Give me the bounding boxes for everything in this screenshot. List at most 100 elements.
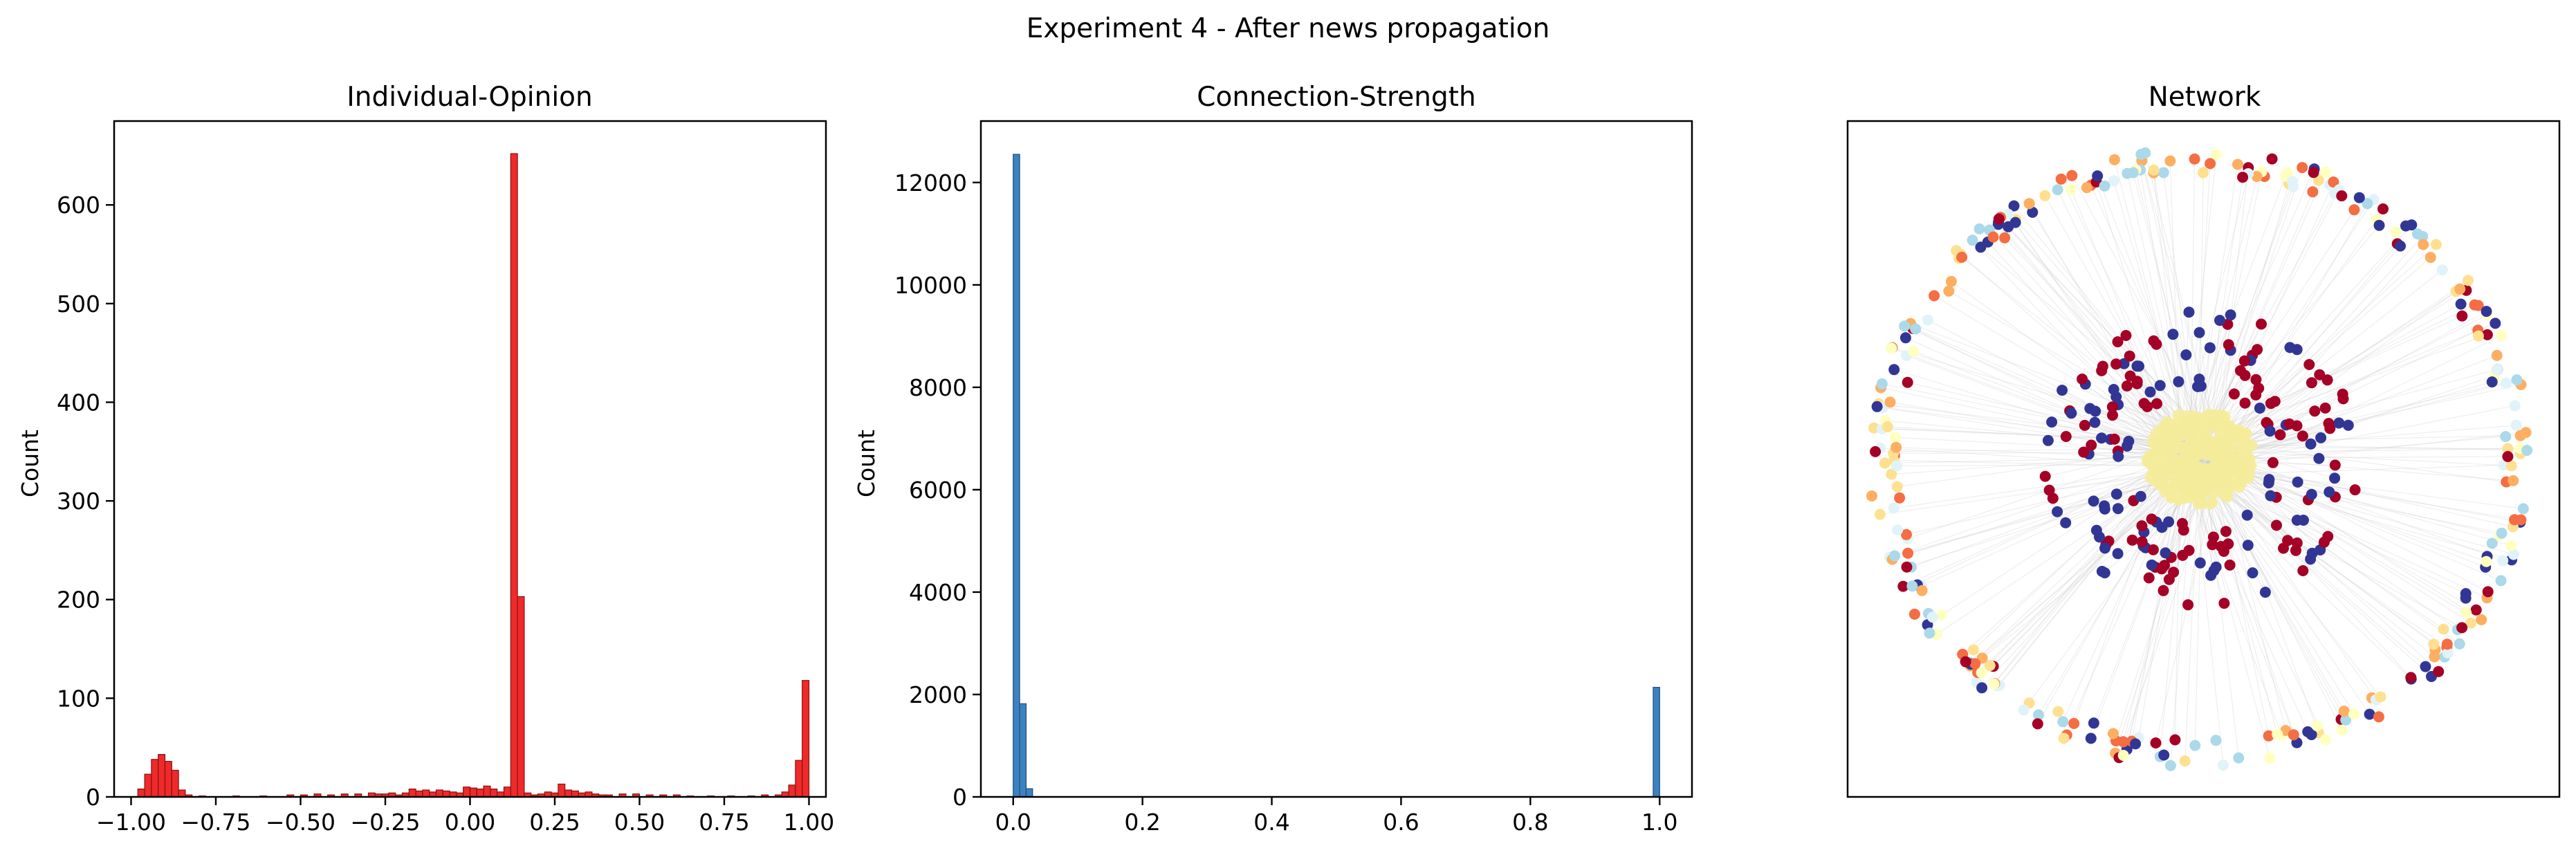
network-node	[2126, 534, 2138, 546]
network-core-node	[2235, 426, 2247, 438]
network-edge	[2090, 185, 2208, 446]
network-node	[2337, 388, 2348, 400]
network-node	[2390, 226, 2402, 237]
network-node	[2263, 730, 2274, 742]
network-edge	[1973, 455, 2180, 650]
network-node	[1908, 345, 1920, 357]
network-core-node	[2177, 486, 2189, 498]
network-node	[2428, 638, 2440, 650]
network-core-node	[2167, 460, 2179, 472]
network-edge	[2118, 471, 2218, 758]
network-node	[2003, 221, 2014, 232]
network-node	[1988, 678, 2000, 690]
opinion-ytick-label: 500	[57, 291, 100, 318]
network-node	[2135, 490, 2146, 502]
opinion-bar	[802, 680, 810, 798]
network-node	[1902, 376, 1913, 388]
network-node	[2193, 380, 2205, 392]
network-core-cluster	[2142, 408, 2258, 510]
network-node	[1891, 481, 1903, 493]
network-node	[2336, 190, 2348, 202]
network-node	[1890, 460, 1902, 472]
strength-histogram: Connection-Strength Count 0.0 0.2 0.4 0.6 0.…	[853, 82, 1693, 836]
network-edge	[1882, 428, 2193, 442]
network-node	[2218, 598, 2230, 609]
network-node	[1976, 667, 1987, 679]
opinion-bar	[442, 790, 450, 798]
network-core-node	[2155, 432, 2167, 444]
network-core-node	[2155, 471, 2166, 483]
figure-title: Experiment 4 - After news propagation	[1027, 13, 1550, 44]
network-node	[2158, 585, 2169, 596]
network-edge	[1877, 406, 2199, 458]
network-edge	[2207, 456, 2501, 581]
network-node	[2373, 711, 2384, 723]
network-node	[1902, 547, 1914, 559]
network-node	[2068, 717, 2080, 729]
network-node	[2039, 190, 2051, 201]
network-node	[2377, 203, 2389, 214]
network-node	[2173, 376, 2184, 387]
network-node	[2180, 349, 2192, 360]
network-node	[1890, 441, 1902, 453]
network-node	[1974, 223, 1985, 235]
network-node	[2122, 440, 2133, 452]
network-node	[1899, 332, 1911, 344]
network-edge	[2185, 304, 2475, 446]
network-node	[2303, 359, 2315, 370]
network-node	[2066, 183, 2077, 195]
strength-xtick-label: 0.0	[995, 809, 1031, 836]
network-node	[2043, 484, 2055, 496]
network-node	[1901, 561, 1913, 573]
network-node	[2110, 391, 2122, 403]
network-node	[2039, 470, 2051, 482]
network-node	[2205, 158, 2216, 169]
network-node	[2158, 167, 2169, 178]
network-edge	[2209, 459, 2486, 568]
network-node	[2189, 153, 2200, 165]
network-node	[2127, 167, 2139, 178]
network-node	[2084, 403, 2096, 414]
network-edge	[1907, 445, 2181, 540]
opinion-xtick-label: −0.25	[350, 809, 420, 836]
network-node	[2136, 520, 2148, 532]
network-node	[2313, 452, 2325, 464]
network-node	[1886, 468, 1897, 480]
network-node	[2254, 403, 2265, 414]
network-core-node	[2211, 419, 2223, 431]
opinion-bar	[795, 760, 803, 798]
network-node	[2121, 380, 2133, 392]
opinion-ytick-label: 400	[57, 389, 100, 416]
opinion-bar	[510, 153, 518, 798]
network-node	[2315, 432, 2327, 443]
network-node	[2305, 438, 2317, 450]
opinion-bar	[144, 773, 152, 798]
network-node	[2130, 738, 2142, 750]
network-node	[2284, 342, 2296, 353]
opinion-bar	[558, 783, 566, 798]
network-edge	[2131, 466, 2182, 742]
network-edge	[2185, 154, 2217, 450]
network-node	[2267, 457, 2279, 468]
network-node	[2430, 239, 2442, 250]
network-core-node	[2184, 452, 2196, 464]
network-node	[2099, 180, 2110, 192]
network-node	[2136, 536, 2148, 548]
network-core-node	[2165, 419, 2177, 430]
network-edge	[2200, 470, 2449, 654]
network-node	[2207, 539, 2218, 551]
network-node	[1908, 608, 1920, 620]
network-node	[2066, 407, 2077, 419]
network-node	[2456, 310, 2468, 322]
network-node	[2156, 522, 2168, 533]
opinion-bar	[422, 789, 430, 798]
strength-histogram-title: Connection-Strength	[1197, 82, 1475, 113]
network-node	[2338, 706, 2350, 717]
network-node	[2517, 503, 2529, 515]
network-node	[2486, 537, 2498, 549]
network-edge	[2093, 464, 2193, 724]
network-node	[2400, 220, 2411, 232]
network-node	[2066, 169, 2078, 181]
opinion-bar	[476, 788, 484, 798]
network-edge	[1873, 428, 2198, 443]
